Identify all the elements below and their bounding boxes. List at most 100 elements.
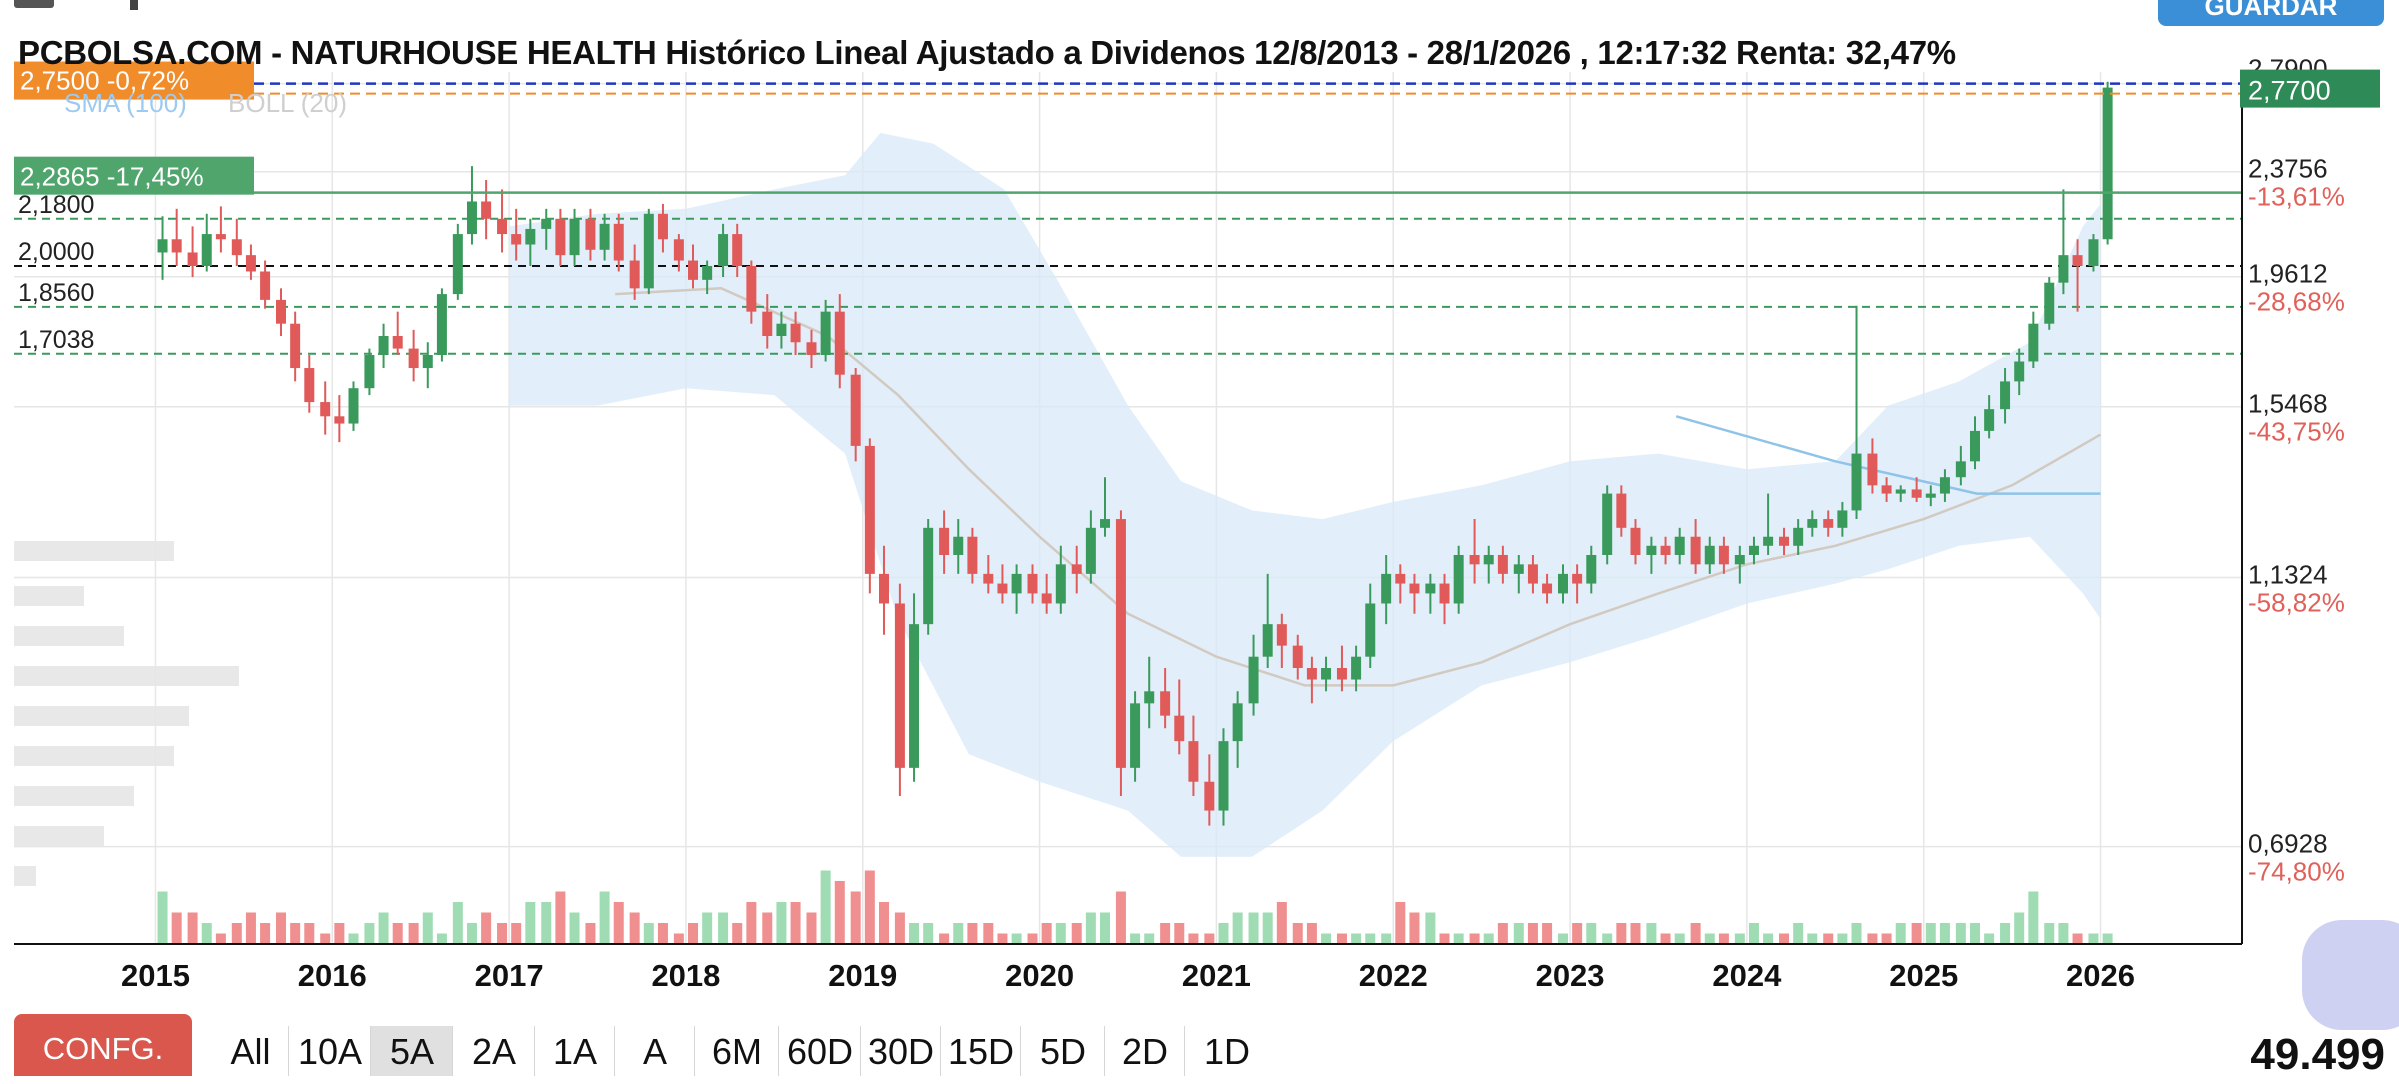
timeframe-6m[interactable]: 6M bbox=[694, 1026, 779, 1076]
volume-bar bbox=[1439, 933, 1450, 944]
volume-bar bbox=[1292, 923, 1303, 944]
candle-body bbox=[1851, 453, 1862, 511]
volume-bar bbox=[1969, 923, 1980, 944]
candle-body bbox=[1425, 583, 1436, 594]
candle-body bbox=[1955, 461, 1966, 478]
candle-body bbox=[1027, 573, 1038, 594]
volume-bar bbox=[1527, 923, 1538, 944]
candle-body bbox=[850, 374, 861, 446]
timeframe-5a[interactable]: 5A bbox=[370, 1026, 453, 1076]
volume-bar bbox=[688, 923, 699, 944]
volume-bar bbox=[702, 912, 713, 944]
candle-body bbox=[2072, 255, 2083, 266]
top-tab-fragment[interactable] bbox=[130, 0, 138, 10]
candle-body bbox=[1602, 493, 1613, 555]
candle-body bbox=[481, 201, 492, 219]
candle-body bbox=[1174, 715, 1185, 742]
candle-body bbox=[1630, 527, 1641, 555]
volume-bar bbox=[1779, 933, 1790, 944]
volume-bar bbox=[378, 912, 389, 944]
candle-body bbox=[1071, 564, 1082, 574]
volume-bar bbox=[2088, 933, 2099, 944]
config-button[interactable]: CONFG. bbox=[14, 1014, 192, 1076]
volume-bar bbox=[334, 923, 345, 944]
candle-body bbox=[1469, 554, 1480, 565]
candle-body bbox=[1188, 741, 1199, 782]
volume-bar bbox=[2000, 923, 2011, 944]
volume-bar bbox=[864, 870, 875, 944]
candle-body bbox=[1837, 510, 1848, 528]
volume-profile-bar bbox=[14, 626, 124, 646]
candle-body bbox=[820, 311, 831, 356]
candle-body bbox=[171, 239, 182, 253]
candle-body bbox=[348, 388, 359, 424]
volume-bar bbox=[157, 891, 168, 944]
x-tick-label: 2024 bbox=[1712, 958, 1782, 993]
candle-body bbox=[1100, 519, 1111, 528]
volume-bar bbox=[1351, 933, 1362, 944]
candle-body bbox=[1453, 554, 1464, 604]
candle-body bbox=[436, 294, 447, 356]
candle-body bbox=[1011, 573, 1022, 594]
candle-body bbox=[334, 416, 345, 424]
candle-body bbox=[790, 323, 801, 343]
x-tick-label: 2019 bbox=[828, 958, 897, 993]
volume-bar bbox=[1823, 933, 1834, 944]
volume-bar bbox=[187, 912, 198, 944]
timeframe-2d[interactable]: 2D bbox=[1104, 1026, 1185, 1076]
candle-body bbox=[260, 271, 271, 300]
timeframe-all[interactable]: All bbox=[230, 1031, 271, 1072]
timeframe-a[interactable]: A bbox=[614, 1026, 695, 1076]
timeframe-1d[interactable]: 1D bbox=[1184, 1026, 1269, 1076]
x-tick-label: 2020 bbox=[1005, 958, 1074, 993]
volume-bar bbox=[511, 923, 522, 944]
candle-body bbox=[997, 583, 1008, 594]
candle-body bbox=[806, 342, 817, 356]
volume-bar bbox=[1630, 923, 1641, 944]
x-tick-label: 2016 bbox=[298, 958, 367, 993]
volume-bar bbox=[1306, 923, 1317, 944]
volume-bar bbox=[643, 923, 654, 944]
candle-body bbox=[1351, 656, 1362, 680]
volume-bar bbox=[1425, 912, 1436, 944]
timeframe-60d[interactable]: 60D bbox=[778, 1026, 861, 1076]
candle-body bbox=[1734, 554, 1745, 565]
candle-body bbox=[1881, 485, 1892, 494]
save-button[interactable]: GUARDAR bbox=[2158, 0, 2384, 26]
y-tick-label: 0,6928 bbox=[2248, 829, 2328, 859]
volume-bar bbox=[201, 923, 212, 944]
candle-body bbox=[1674, 536, 1685, 555]
candle-body bbox=[923, 527, 934, 625]
volume-bar bbox=[820, 870, 831, 944]
volume-bar bbox=[466, 923, 477, 944]
timeframe-1a[interactable]: 1A bbox=[534, 1026, 615, 1076]
candle-body bbox=[1807, 519, 1818, 528]
top-tab-fragment[interactable] bbox=[14, 0, 54, 8]
volume-bar bbox=[1130, 933, 1141, 944]
timeframe-2a[interactable]: 2A bbox=[452, 1026, 535, 1076]
level-label: 1,8560 bbox=[18, 279, 94, 307]
candle-body bbox=[1779, 536, 1790, 546]
timeframe-10a[interactable]: 10A bbox=[288, 1026, 371, 1076]
timeframe-5d[interactable]: 5D bbox=[1020, 1026, 1105, 1076]
candle-body bbox=[894, 603, 905, 768]
volume-bar bbox=[1793, 923, 1804, 944]
candle-body bbox=[1439, 583, 1450, 604]
candle-body bbox=[304, 368, 315, 403]
volume-bar bbox=[1939, 923, 1950, 944]
candle-body bbox=[1497, 554, 1508, 574]
volume-profile-bar bbox=[14, 866, 36, 886]
volume-bar bbox=[673, 933, 684, 944]
candle-body bbox=[320, 402, 331, 417]
volume-bar bbox=[1188, 933, 1199, 944]
x-tick-label: 2017 bbox=[475, 958, 544, 993]
candle-body bbox=[718, 234, 729, 266]
candlestick-chart[interactable]: 2,1800 2,0000 1,8560 1,7038 2,7500 -0,72% 2,2… bbox=[0, 0, 2399, 1000]
trend-line bbox=[1675, 415, 2101, 495]
timeframe-30d[interactable]: 30D bbox=[860, 1026, 941, 1076]
candle-body bbox=[1292, 645, 1303, 668]
timeframe-15d[interactable]: 15D bbox=[940, 1026, 1021, 1076]
volume-bar bbox=[1911, 923, 1922, 944]
chart-fab-icon[interactable] bbox=[2302, 920, 2399, 1030]
volume-bar bbox=[1055, 923, 1066, 944]
